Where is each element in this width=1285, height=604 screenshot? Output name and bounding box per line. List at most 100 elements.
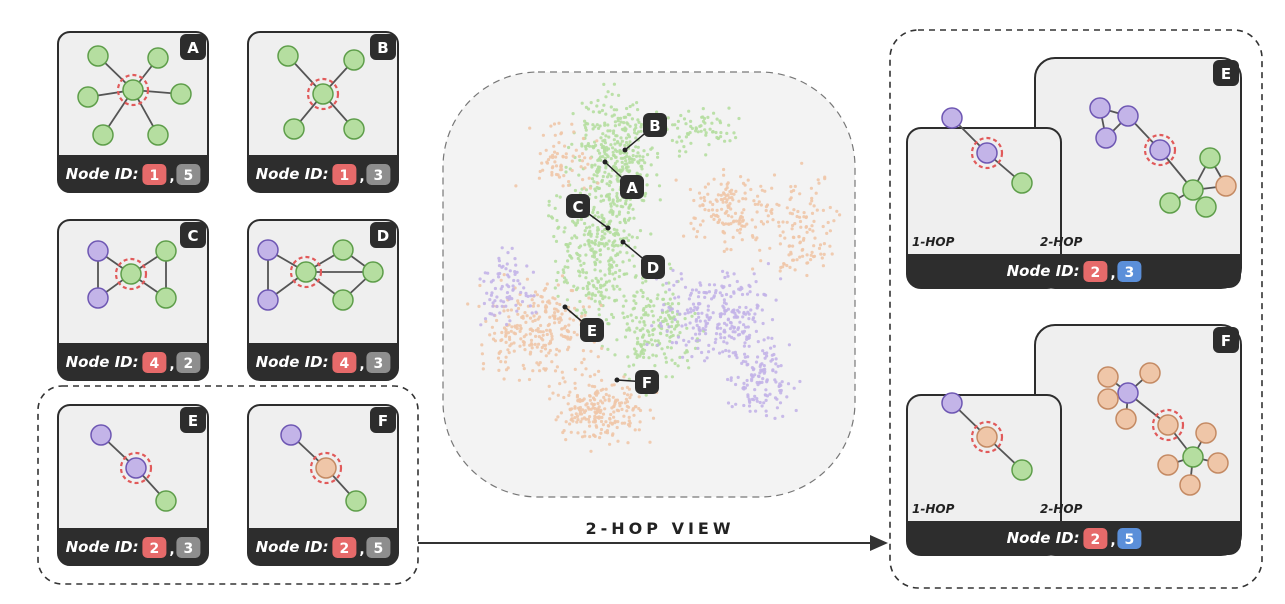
scatter-point <box>704 153 708 157</box>
scatter-point <box>753 394 757 398</box>
scatter-point <box>591 208 596 212</box>
scatter-point <box>692 227 696 231</box>
scatter-point <box>707 350 711 354</box>
scatter-point <box>760 188 764 192</box>
scatter-point <box>596 181 600 185</box>
scatter-point <box>664 356 668 360</box>
scatter-point <box>591 210 595 215</box>
scatter-point <box>603 295 607 299</box>
scatter-point <box>682 117 687 121</box>
scatter-point <box>732 291 736 295</box>
scatter-point <box>643 194 647 198</box>
scatter-point <box>502 377 506 381</box>
scatter-point <box>703 319 707 323</box>
scatter-point <box>657 184 662 188</box>
scatter-point <box>635 290 639 294</box>
scatter-point <box>577 245 581 250</box>
scatter-point <box>544 354 548 358</box>
scatter-point <box>554 307 558 311</box>
scatter-point <box>828 205 832 210</box>
scatter-point <box>613 277 617 281</box>
scatter-point <box>615 159 619 163</box>
scatter-point <box>665 329 669 333</box>
scatter-point <box>545 332 549 337</box>
graph-node <box>120 263 142 285</box>
scatter-point <box>626 315 630 319</box>
scatter-point <box>632 264 636 268</box>
scatter-point <box>763 189 767 193</box>
scatter-point <box>700 350 704 355</box>
scatter-point <box>555 301 559 305</box>
scatter-point <box>617 210 622 214</box>
scatter-point <box>500 284 504 289</box>
graph-node <box>345 490 367 512</box>
scatter-point <box>695 229 700 234</box>
scatter-point <box>804 215 809 219</box>
scatter-point <box>623 272 627 276</box>
scatter-point <box>733 311 737 315</box>
scatter-point <box>514 325 518 329</box>
scatter-point <box>764 293 768 297</box>
scatter-point <box>703 199 707 203</box>
scatter-point <box>779 265 783 270</box>
scatter-point <box>609 105 613 109</box>
scatter-point <box>738 227 743 231</box>
scatter-point <box>763 370 767 374</box>
scatter-point <box>500 304 504 308</box>
scatter-point <box>759 259 763 263</box>
scatter-point <box>550 166 555 170</box>
scatter-point <box>599 283 603 287</box>
scatter-point <box>812 244 816 248</box>
scatter-point <box>714 198 718 202</box>
scatter-point <box>671 268 675 272</box>
scatter-point <box>595 104 599 108</box>
scatter-point <box>727 123 731 127</box>
scatter-point <box>539 336 544 340</box>
scatter-point <box>576 418 580 422</box>
graph-node <box>1182 179 1204 201</box>
scatter-point <box>788 265 792 269</box>
scatter-point <box>668 297 672 301</box>
scatter-point <box>741 224 745 228</box>
scatter-point <box>794 408 798 413</box>
scatter-point <box>621 156 625 160</box>
scatter-point <box>588 156 593 160</box>
scatter-point <box>620 386 625 390</box>
scatter-point <box>583 243 587 247</box>
scatter-point <box>590 402 594 406</box>
scatter-point <box>660 326 664 331</box>
scatter-point <box>708 200 712 204</box>
scatter-point <box>777 220 781 224</box>
scatter-point <box>623 201 628 206</box>
letter-badge-text: F <box>1221 332 1231 350</box>
scatter-point <box>566 348 570 352</box>
scatter-point <box>481 367 485 371</box>
scatter-point <box>555 218 559 223</box>
focus-ring <box>1151 408 1185 442</box>
scatter-point <box>560 312 564 316</box>
scatter-point <box>676 119 681 123</box>
scatter-point <box>607 279 611 283</box>
caption-comma: , <box>1110 266 1115 282</box>
graph-node <box>312 83 334 105</box>
scatter-point <box>510 297 514 301</box>
scatter-point <box>523 348 527 352</box>
scatter-point <box>741 315 745 319</box>
scatter-point <box>702 290 706 295</box>
scatter-point <box>800 248 804 252</box>
scatter-point <box>722 222 726 226</box>
graph-node <box>315 457 337 479</box>
scatter-point <box>634 274 638 278</box>
scatter-point <box>616 116 620 120</box>
scatter-point <box>612 415 616 419</box>
scatter-point <box>528 332 532 336</box>
id-badge-primary-text: 2 <box>1091 532 1101 548</box>
scatter-point <box>810 199 814 203</box>
scatter-point <box>729 207 733 211</box>
scatter-point <box>564 170 568 174</box>
scatter-point <box>643 323 647 327</box>
scatter-point <box>684 343 688 347</box>
graph-node <box>257 239 279 261</box>
scatter-point <box>507 335 512 339</box>
scatter-point <box>744 305 748 310</box>
